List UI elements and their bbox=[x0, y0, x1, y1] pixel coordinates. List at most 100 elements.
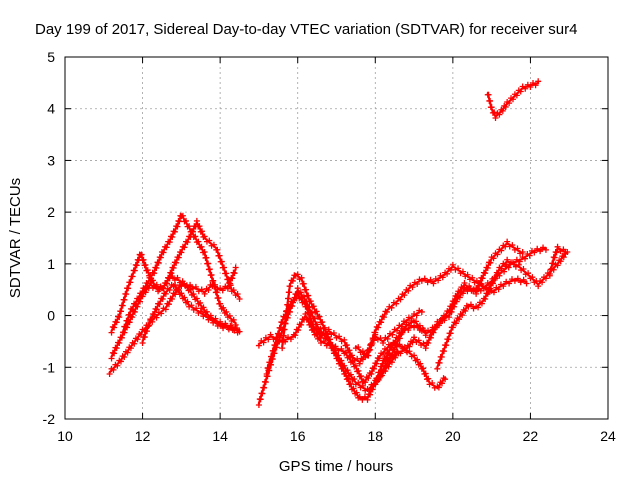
data-point bbox=[430, 280, 437, 287]
data-point bbox=[114, 362, 121, 369]
data-point bbox=[488, 104, 495, 111]
data-point bbox=[385, 350, 392, 357]
data-point bbox=[332, 343, 339, 350]
data-point bbox=[192, 233, 199, 240]
data-point bbox=[401, 326, 408, 333]
x-tick-label: 18 bbox=[367, 428, 383, 444]
data-point bbox=[298, 321, 305, 328]
data-point bbox=[405, 287, 412, 294]
data-point bbox=[397, 296, 404, 303]
data-point bbox=[151, 311, 158, 318]
data-point bbox=[343, 342, 350, 349]
data-point bbox=[305, 292, 312, 299]
data-point bbox=[141, 285, 148, 292]
data-point bbox=[418, 308, 425, 315]
data-point bbox=[509, 242, 516, 249]
y-tick-label: 0 bbox=[47, 308, 55, 324]
data-point bbox=[172, 282, 179, 289]
data-point bbox=[218, 258, 225, 265]
data-point bbox=[286, 289, 293, 296]
data-point bbox=[380, 351, 387, 358]
data-point bbox=[155, 259, 162, 266]
data-point bbox=[477, 280, 484, 287]
data-point bbox=[443, 342, 450, 349]
data-point bbox=[285, 295, 292, 302]
data-point bbox=[461, 285, 468, 292]
data-point bbox=[376, 355, 383, 362]
data-point bbox=[169, 273, 176, 280]
data-point bbox=[485, 91, 492, 98]
series-arc-10 bbox=[352, 261, 530, 360]
data-point bbox=[135, 296, 142, 303]
data-point bbox=[422, 345, 429, 352]
data-point bbox=[506, 280, 513, 287]
data-point bbox=[482, 270, 489, 277]
data-point bbox=[303, 286, 310, 293]
data-point bbox=[214, 246, 221, 253]
data-point bbox=[267, 331, 274, 338]
data-point bbox=[531, 249, 538, 256]
data-point bbox=[362, 379, 369, 386]
data-point bbox=[138, 290, 145, 297]
data-point bbox=[176, 218, 183, 225]
data-point bbox=[148, 275, 155, 282]
data-point bbox=[320, 338, 327, 345]
data-point bbox=[163, 280, 170, 287]
data-point bbox=[162, 290, 169, 297]
data-point bbox=[300, 293, 307, 300]
data-point bbox=[174, 223, 181, 230]
data-point bbox=[231, 270, 238, 277]
data-point bbox=[499, 107, 506, 114]
data-point bbox=[422, 370, 429, 377]
data-point bbox=[520, 276, 527, 283]
data-point bbox=[169, 233, 176, 240]
data-point bbox=[492, 275, 499, 282]
data-point bbox=[464, 271, 471, 278]
series-arc-13 bbox=[434, 248, 569, 372]
data-point bbox=[484, 290, 491, 297]
data-point bbox=[202, 311, 209, 318]
data-point bbox=[169, 296, 176, 303]
data-point bbox=[509, 259, 516, 266]
data-point bbox=[219, 287, 226, 294]
data-point bbox=[206, 237, 213, 244]
data-point bbox=[376, 369, 383, 376]
series-arc-4 bbox=[120, 212, 239, 336]
data-point bbox=[193, 217, 200, 224]
y-tick-label: 3 bbox=[47, 152, 55, 168]
series-arc-6 bbox=[255, 285, 402, 409]
data-point bbox=[212, 318, 219, 325]
data-point bbox=[206, 266, 213, 273]
data-point bbox=[217, 300, 224, 307]
data-point bbox=[153, 264, 160, 271]
data-point bbox=[415, 337, 422, 344]
data-point bbox=[557, 258, 564, 265]
data-point bbox=[467, 301, 474, 308]
data-point bbox=[546, 272, 553, 279]
data-point bbox=[439, 274, 446, 281]
data-point bbox=[181, 244, 188, 251]
data-point bbox=[462, 307, 469, 314]
data-point bbox=[262, 379, 269, 386]
data-point bbox=[449, 261, 456, 268]
data-point bbox=[203, 308, 210, 315]
data-point bbox=[368, 371, 375, 378]
data-point bbox=[353, 389, 360, 396]
data-point bbox=[144, 267, 151, 274]
data-point bbox=[175, 254, 182, 261]
data-point bbox=[378, 363, 385, 370]
data-point bbox=[146, 322, 153, 329]
data-point bbox=[380, 339, 387, 346]
data-point bbox=[344, 367, 351, 374]
data-point bbox=[355, 367, 362, 374]
data-point bbox=[286, 283, 293, 290]
data-point bbox=[381, 314, 388, 321]
data-point bbox=[368, 341, 375, 348]
data-point bbox=[275, 330, 282, 337]
data-point bbox=[140, 256, 147, 263]
data-point bbox=[411, 334, 418, 341]
data-point bbox=[398, 331, 405, 338]
data-point bbox=[119, 302, 126, 309]
data-point bbox=[124, 317, 131, 324]
